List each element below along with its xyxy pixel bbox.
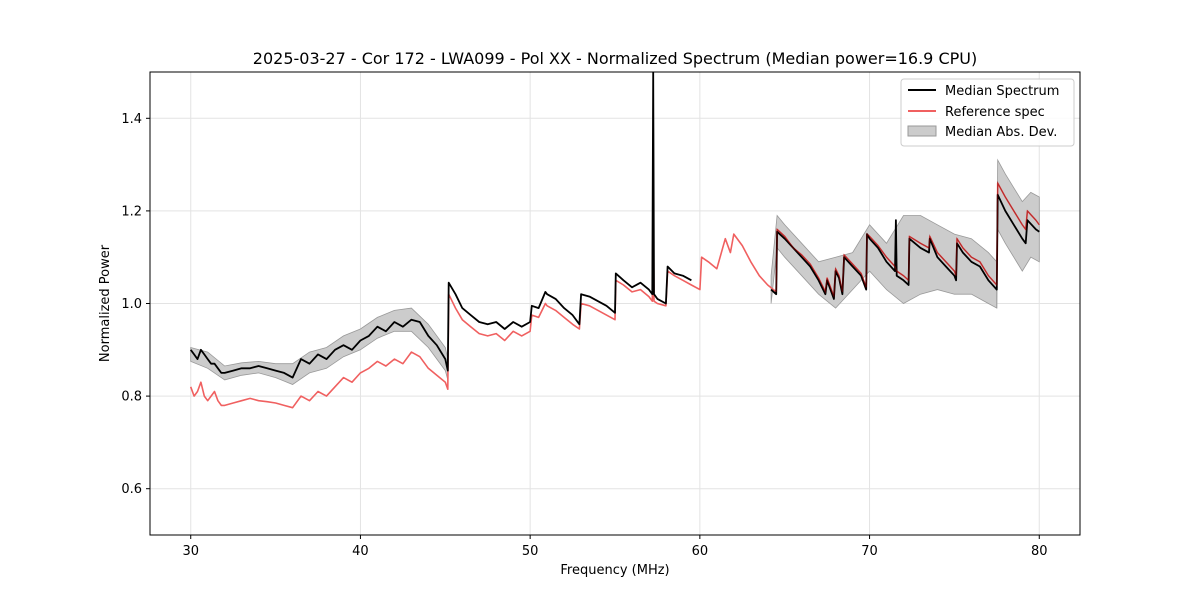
legend: Median Spectrum Reference spec Median Ab… — [900, 78, 1075, 147]
chart-title: 2025-03-27 - Cor 172 - LWA099 - Pol XX -… — [253, 49, 977, 68]
legend-label-reference: Reference spec — [945, 105, 1045, 120]
y-tick-label: 1.4 — [121, 112, 142, 127]
x-tick-label: 40 — [352, 544, 369, 559]
mad-band — [996, 158, 1040, 309]
legend-box — [900, 78, 1075, 147]
y-tick-label: 1.2 — [121, 204, 142, 219]
mad-band-layer — [190, 158, 1040, 385]
x-axis: 30 40 50 60 70 80 — [182, 535, 1048, 559]
legend-label-mad: Median Abs. Dev. — [945, 125, 1057, 140]
legend-swatch-mad — [907, 125, 937, 137]
y-axis: 0.6 0.8 1.0 1.2 1.4 — [121, 112, 150, 497]
median-spectrum-line-high — [770, 193, 1040, 300]
x-tick-label: 60 — [692, 544, 709, 559]
y-axis-label: Normalized Power — [98, 244, 113, 362]
x-tick-label: 50 — [522, 544, 539, 559]
median-spectrum-line — [189, 72, 692, 379]
y-tick-label: 1.0 — [121, 297, 142, 312]
y-tick-label: 0.8 — [121, 390, 142, 405]
x-axis-label: Frequency (MHz) — [560, 563, 669, 578]
legend-label-median: Median Spectrum — [945, 84, 1059, 99]
reference-overlap-line — [775, 180, 1040, 297]
y-tick-label: 0.6 — [121, 482, 142, 497]
x-tick-label: 30 — [182, 544, 199, 559]
series-layer — [189, 72, 1040, 409]
x-tick-label: 70 — [861, 544, 878, 559]
x-tick-label: 80 — [1031, 544, 1048, 559]
